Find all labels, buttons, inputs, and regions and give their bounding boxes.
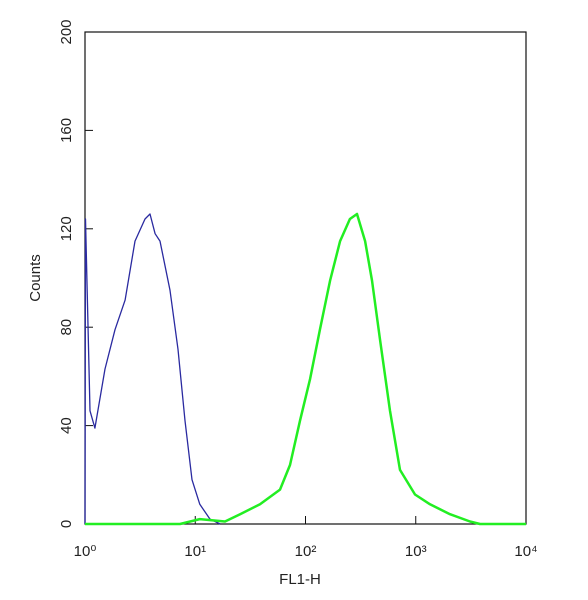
x-tick-label: 10⁰ [74,543,97,560]
x-tick-label: 10¹ [184,543,206,560]
y-tick-label: 160 [58,118,75,143]
series-line [85,212,526,526]
y-tick-label: 40 [58,417,75,434]
series-line [84,213,221,525]
y-tick-label: 0 [58,520,75,528]
plot-frame [84,31,527,525]
x-tick-label: 10³ [405,543,427,560]
y-tick-label: 200 [58,19,75,44]
x-axis-label: FL1-H [279,571,321,588]
y-tick-label: 120 [58,216,75,241]
y-tick-label: 80 [58,319,75,336]
x-tick-label: 10² [295,543,317,560]
y-axis-label: Counts [27,254,44,302]
x-tick-label: 10⁴ [514,543,537,560]
